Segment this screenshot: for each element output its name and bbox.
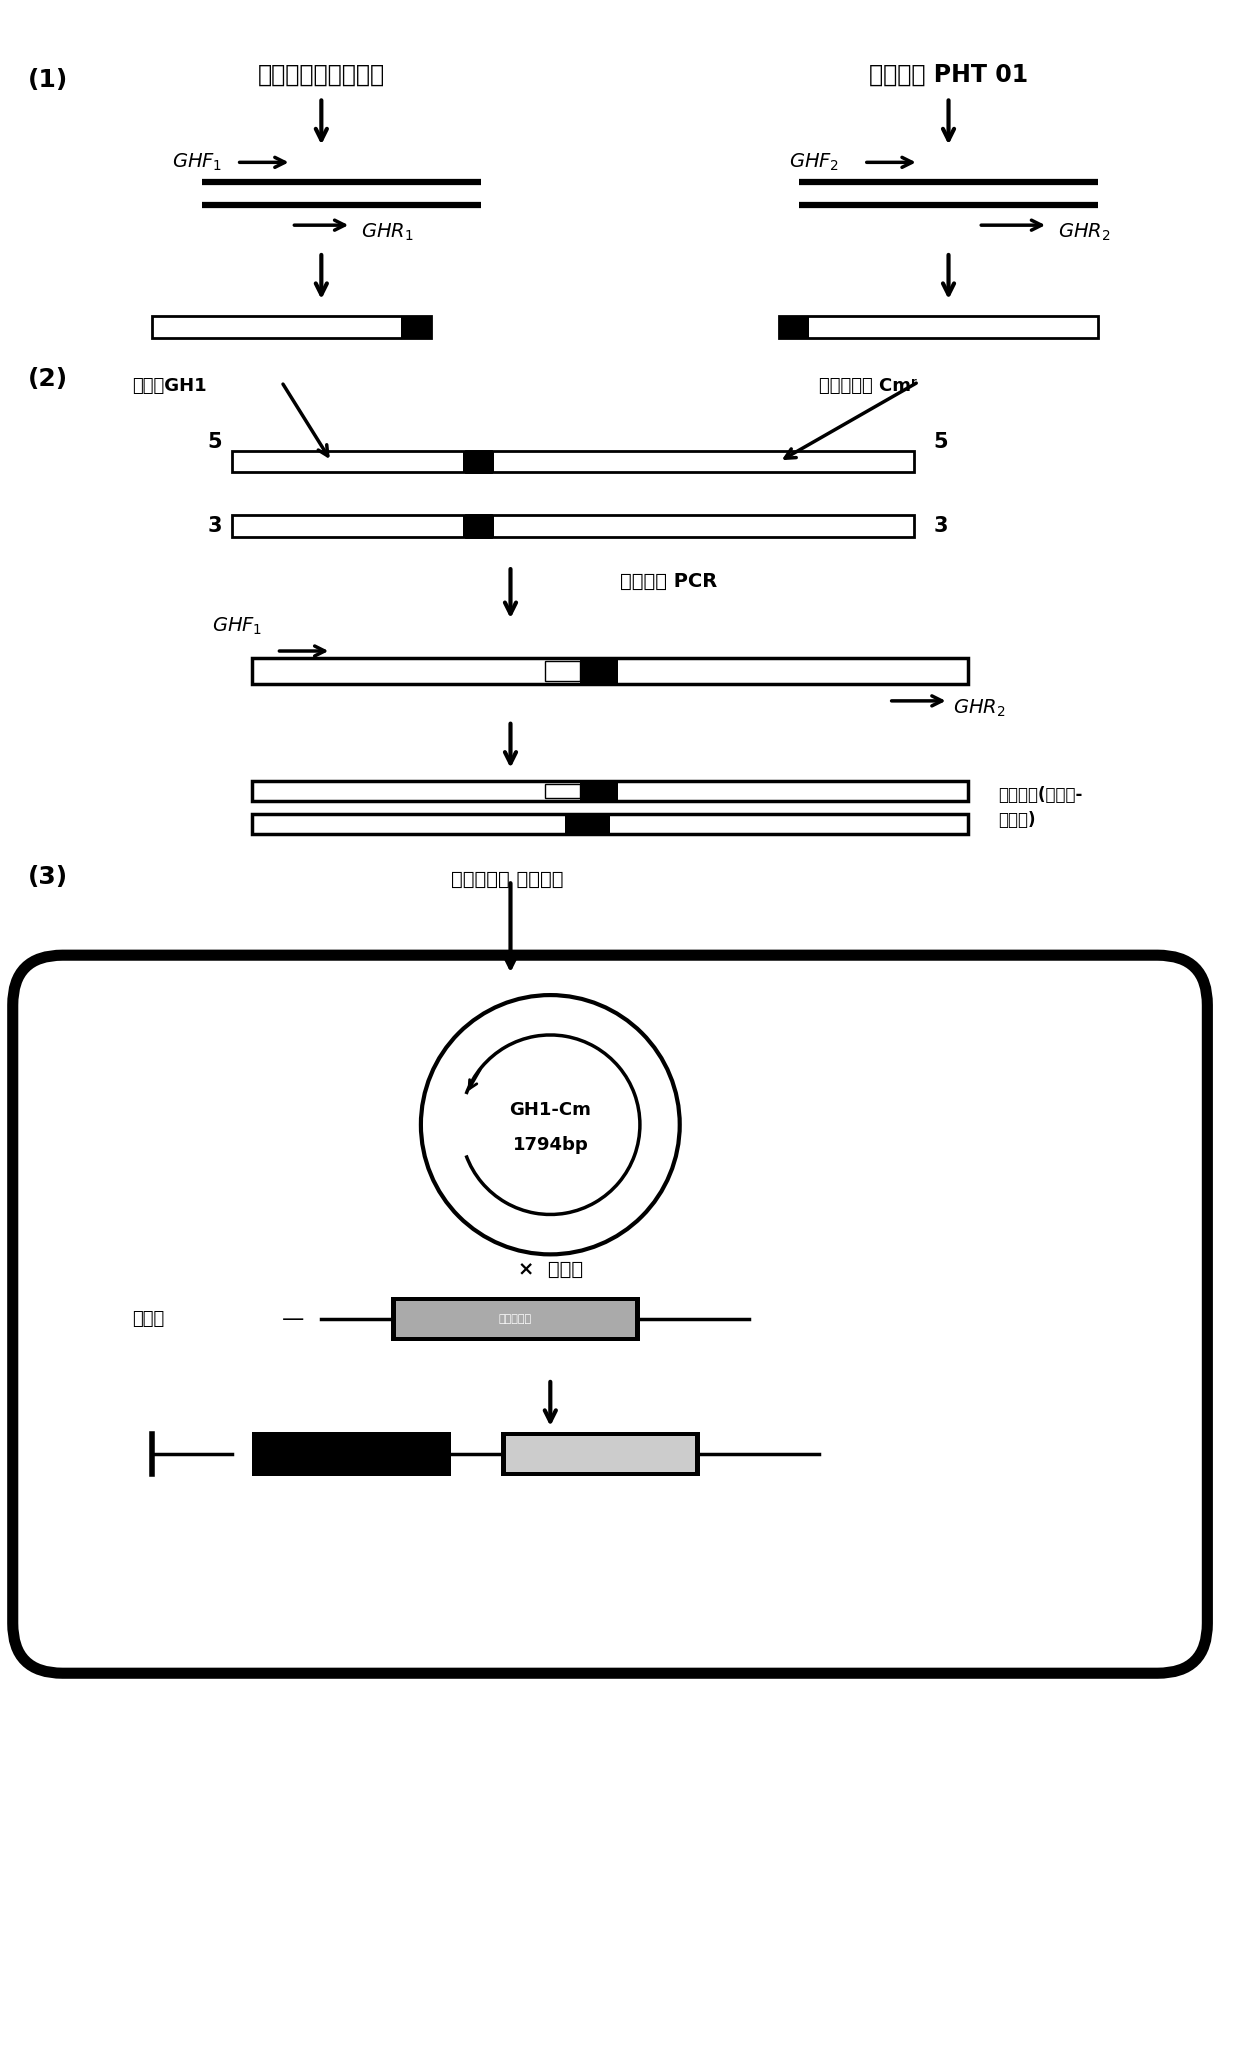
Bar	[391, 1297, 640, 1342]
Text: $\it{GHF_2}$: $\it{GHF_2}$	[789, 151, 839, 174]
FancyBboxPatch shape	[232, 450, 491, 472]
Text: $\it{GHR_2}$: $\it{GHR_2}$	[1058, 221, 1111, 243]
FancyBboxPatch shape	[252, 658, 968, 683]
Text: ×  单交换: × 单交换	[518, 1260, 583, 1278]
Text: 重叠延伸 PCR: 重叠延伸 PCR	[620, 573, 717, 591]
Bar	[252, 1432, 451, 1476]
Text: (3): (3)	[27, 865, 68, 890]
Text: 1794bp: 1794bp	[512, 1135, 588, 1153]
Text: GH1-Cm: GH1-Cm	[510, 1100, 591, 1119]
Text: 氯霉素基因 Cmʳ: 氯霉素基因 Cmʳ	[820, 376, 916, 395]
Bar	[463, 450, 491, 472]
Text: $\it{GHF_1}$: $\it{GHF_1}$	[212, 616, 262, 636]
Text: $\it{GHF_1}$: $\it{GHF_1}$	[172, 151, 222, 174]
FancyBboxPatch shape	[153, 315, 430, 337]
Text: 重组片段(同源臂-
氯霉素): 重组片段(同源臂- 氯霉素)	[998, 785, 1083, 828]
Text: $\it{GHR_2}$: $\it{GHR_2}$	[954, 697, 1006, 718]
Text: 穿梭质粒 PHT 01: 穿梭质粒 PHT 01	[869, 63, 1028, 86]
Bar	[401, 315, 430, 337]
FancyBboxPatch shape	[779, 315, 1097, 337]
Bar	[463, 515, 491, 538]
FancyBboxPatch shape	[12, 955, 1208, 1673]
FancyBboxPatch shape	[252, 781, 968, 800]
FancyBboxPatch shape	[466, 515, 914, 538]
Text: 氯霉素基因: 氯霉素基因	[498, 1315, 532, 1325]
Text: 5: 5	[207, 431, 222, 452]
FancyBboxPatch shape	[232, 515, 491, 538]
Bar	[779, 315, 810, 337]
Text: (2): (2)	[27, 366, 68, 391]
Text: —: —	[281, 1309, 304, 1329]
Text: $\it{GHR_1}$: $\it{GHR_1}$	[361, 221, 414, 243]
Text: 基因组: 基因组	[133, 1311, 165, 1327]
Bar	[501, 1432, 699, 1476]
Bar	[546, 661, 580, 681]
Bar	[466, 450, 494, 472]
Bar	[506, 1436, 694, 1472]
Text: (1): (1)	[27, 67, 68, 92]
FancyBboxPatch shape	[466, 450, 914, 472]
Circle shape	[420, 996, 680, 1254]
Bar	[565, 814, 610, 834]
Bar	[580, 658, 618, 683]
Bar	[546, 783, 580, 798]
Text: 地衣芽孢杆菌基因组: 地衣芽孢杆菌基因组	[258, 63, 384, 86]
Bar	[580, 781, 618, 800]
Text: 酶切、浓缩 和电转化: 酶切、浓缩 和电转化	[451, 871, 563, 890]
FancyBboxPatch shape	[252, 814, 968, 834]
Text: 3: 3	[934, 515, 949, 536]
Bar	[396, 1301, 635, 1337]
Bar	[466, 515, 494, 538]
Text: 同源臂GH1: 同源臂GH1	[133, 376, 207, 395]
Text: 5: 5	[934, 431, 949, 452]
Text: 3: 3	[207, 515, 222, 536]
